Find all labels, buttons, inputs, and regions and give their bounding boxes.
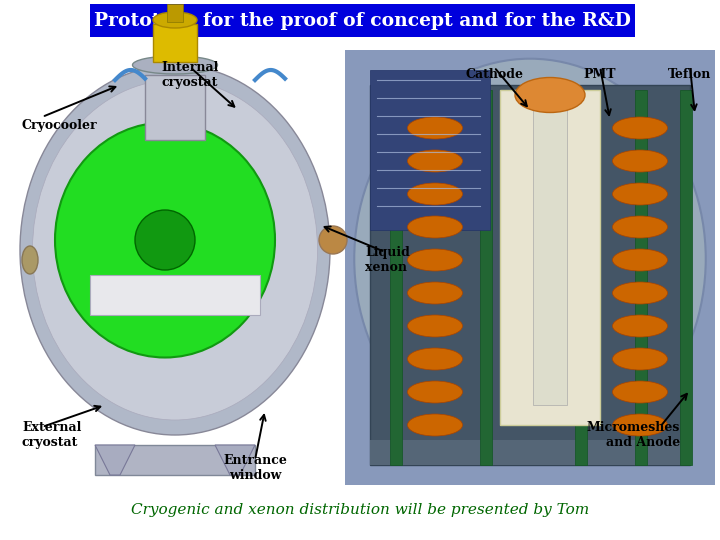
- Bar: [153, 24, 197, 62]
- Text: Prototype for the proof of concept and for the R&D: Prototype for the proof of concept and f…: [94, 11, 631, 30]
- Text: Cryogenic and xenon distribution will be presented by Tom: Cryogenic and xenon distribution will be…: [131, 503, 589, 517]
- Polygon shape: [95, 445, 135, 475]
- Ellipse shape: [408, 117, 462, 139]
- Ellipse shape: [613, 249, 667, 271]
- Bar: [500, 90, 600, 425]
- Ellipse shape: [408, 216, 462, 238]
- Bar: [5, 50, 340, 485]
- Ellipse shape: [613, 150, 667, 172]
- Ellipse shape: [613, 414, 667, 436]
- Ellipse shape: [613, 216, 667, 238]
- Ellipse shape: [408, 150, 462, 172]
- Ellipse shape: [408, 381, 462, 403]
- Bar: [370, 70, 490, 230]
- Ellipse shape: [408, 183, 462, 205]
- Text: Teflon: Teflon: [668, 69, 711, 82]
- Ellipse shape: [613, 282, 667, 304]
- Text: PMT: PMT: [584, 69, 616, 82]
- Ellipse shape: [613, 117, 667, 139]
- Ellipse shape: [613, 381, 667, 403]
- Text: Cryocooler: Cryocooler: [22, 118, 98, 132]
- Ellipse shape: [20, 65, 330, 435]
- Ellipse shape: [408, 348, 462, 370]
- Ellipse shape: [613, 183, 667, 205]
- Ellipse shape: [408, 249, 462, 271]
- Ellipse shape: [408, 315, 462, 337]
- Bar: [370, 85, 690, 465]
- Ellipse shape: [32, 80, 318, 420]
- Ellipse shape: [135, 210, 195, 270]
- Ellipse shape: [153, 12, 197, 28]
- Bar: [370, 440, 690, 465]
- Ellipse shape: [515, 78, 585, 112]
- Ellipse shape: [613, 315, 667, 337]
- Text: Liquid
xenon: Liquid xenon: [365, 246, 410, 274]
- Bar: [345, 50, 715, 485]
- Ellipse shape: [319, 226, 347, 254]
- Ellipse shape: [132, 56, 217, 74]
- Ellipse shape: [408, 282, 462, 304]
- Bar: [167, 4, 183, 22]
- Bar: [635, 90, 647, 465]
- Bar: [533, 100, 567, 405]
- Bar: [680, 90, 692, 465]
- Text: Micromeshes
and Anode: Micromeshes and Anode: [587, 421, 680, 449]
- Ellipse shape: [613, 348, 667, 370]
- Ellipse shape: [354, 59, 706, 459]
- Bar: [90, 275, 260, 315]
- Ellipse shape: [22, 246, 38, 274]
- Ellipse shape: [408, 414, 462, 436]
- Text: Internal
cryostat: Internal cryostat: [161, 61, 219, 89]
- Ellipse shape: [55, 123, 275, 357]
- Text: External
cryostat: External cryostat: [22, 421, 81, 449]
- Polygon shape: [215, 445, 255, 475]
- Bar: [145, 75, 205, 140]
- Bar: [480, 90, 492, 465]
- Bar: [575, 90, 587, 465]
- Text: Entrance
window: Entrance window: [223, 454, 287, 482]
- Bar: [390, 90, 402, 465]
- Bar: [95, 445, 255, 475]
- Text: Cathode: Cathode: [465, 69, 523, 82]
- Bar: [90, 4, 635, 37]
